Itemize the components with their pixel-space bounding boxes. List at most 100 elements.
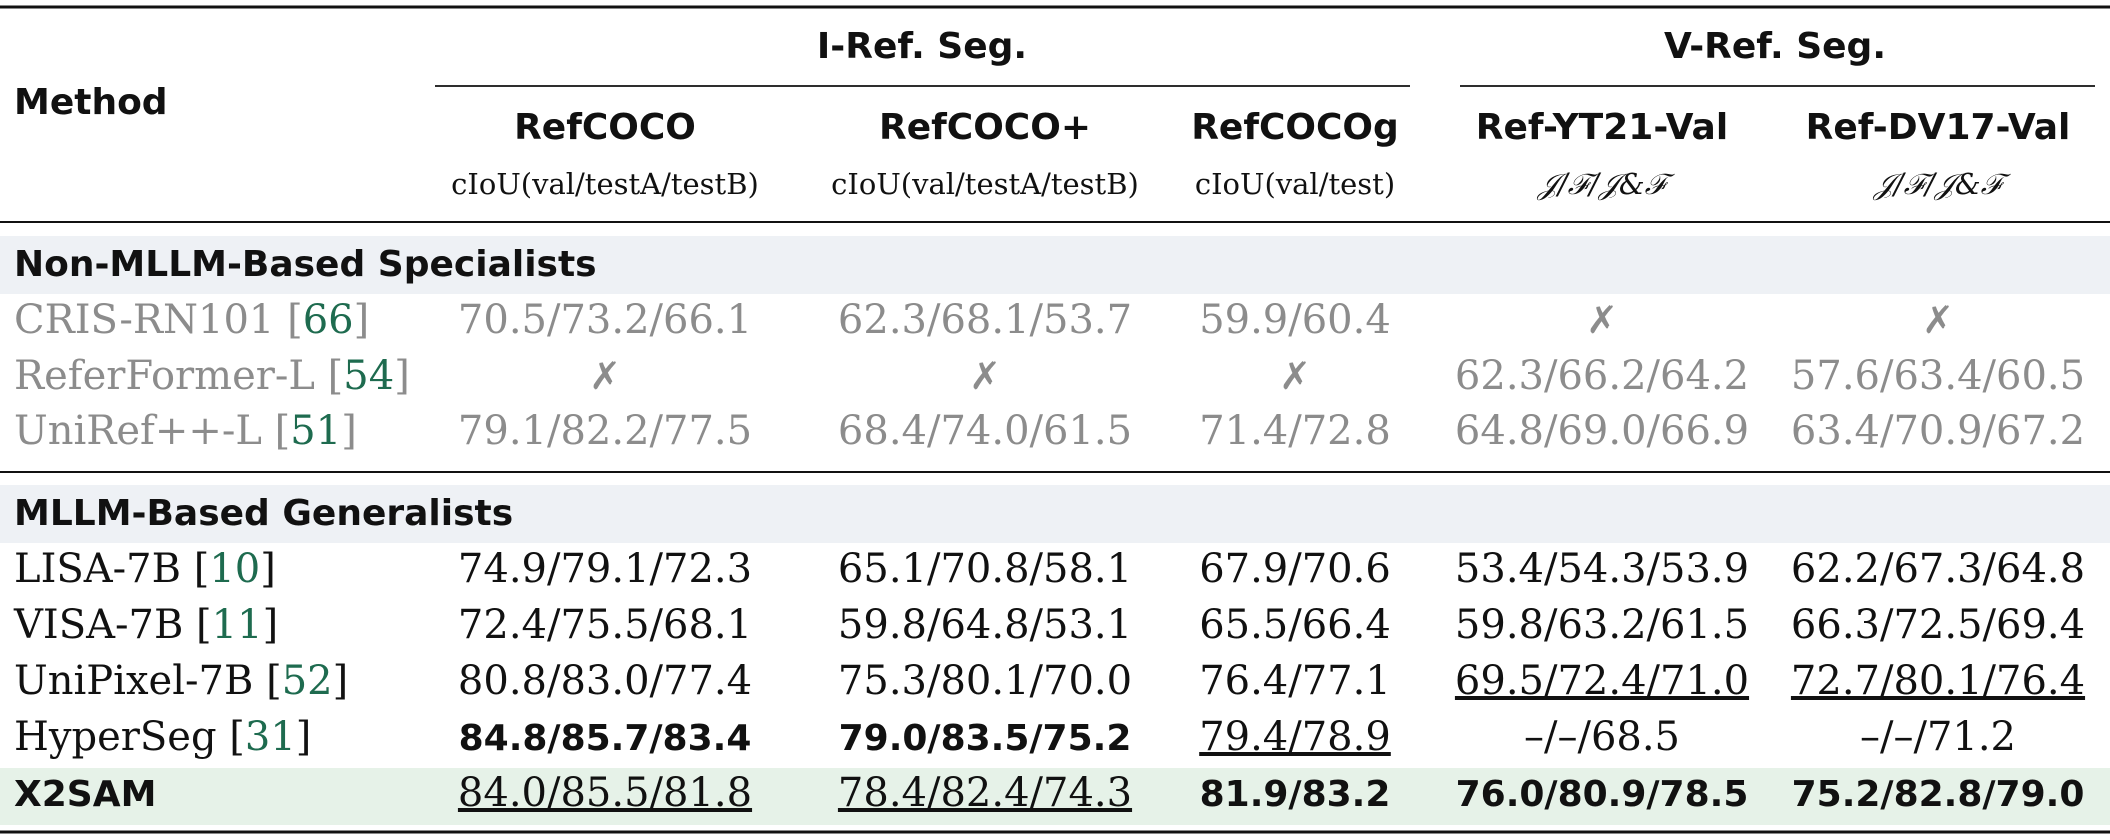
citation-bracket: [ xyxy=(274,297,302,343)
method-name: UniPixel-7B [52] xyxy=(14,658,348,704)
score-cell: 65.1/70.8/58.1 xyxy=(838,546,1132,592)
score-cell: 79.4/78.9 xyxy=(1199,714,1391,760)
header-group-iref: I-Ref. Seg. xyxy=(817,26,1027,67)
score-cell: 59.9/60.4 xyxy=(1199,297,1391,343)
citation-bracket: ] xyxy=(263,602,279,648)
unavailable-mark: ✗ xyxy=(969,354,1001,398)
score-cell: 76.4/77.1 xyxy=(1199,658,1391,704)
method-name: ReferFormer-L [54] xyxy=(14,353,410,399)
citation-bracket: [ xyxy=(183,602,211,648)
score-cell: 79.1/82.2/77.5 xyxy=(458,408,752,454)
score-cell: 68.4/74.0/61.5 xyxy=(838,408,1132,454)
score-cell: 75.3/80.1/70.0 xyxy=(838,658,1132,704)
score-cell: 59.8/63.2/61.5 xyxy=(1455,602,1749,648)
score-cell: 70.5/73.2/66.1 xyxy=(458,297,752,343)
header-group-vref: V-Ref. Seg. xyxy=(1664,26,1886,67)
table-body: Non-MLLM-Based Specialists CRIS-RN101 [66… xyxy=(13,244,2085,816)
score-cell: 62.2/67.3/64.8 xyxy=(1791,546,2085,592)
citation-link[interactable]: 66 xyxy=(303,297,354,343)
score-cell: 57.6/63.4/60.5 xyxy=(1791,353,2085,399)
score-cell: 76.0/80.9/78.5 xyxy=(1456,774,1749,815)
method-label: LISA-7B xyxy=(14,546,181,592)
metric-header: cIoU(val/testA/testB) xyxy=(451,167,759,201)
method-name: HyperSeg [31] xyxy=(14,714,311,760)
metric-header: 𝒥/ℱ/𝒥&ℱ xyxy=(1536,167,1676,201)
method-name: UniRef++-L [51] xyxy=(14,408,357,454)
citation-bracket: ] xyxy=(354,297,370,343)
score-cell: 75.2/82.8/79.0 xyxy=(1792,774,2085,815)
citation-bracket: [ xyxy=(253,658,281,704)
dataset-header: Ref-YT21-Val xyxy=(1476,107,1728,148)
method-label: X2SAM xyxy=(14,774,156,815)
unavailable-mark: ✗ xyxy=(1586,298,1618,342)
highlight-row-band xyxy=(0,768,2110,825)
metric-header: cIoU(val/testA/testB) xyxy=(831,167,1139,201)
citation-bracket: ] xyxy=(260,546,276,592)
score-cell: 78.4/82.4/74.3 xyxy=(838,770,1132,816)
citation-link[interactable]: 31 xyxy=(245,714,296,760)
score-cell: 79.0/83.5/75.2 xyxy=(839,718,1132,759)
score-cell: 74.9/79.1/72.3 xyxy=(458,546,752,592)
score-cell: 59.8/64.8/53.1 xyxy=(838,602,1132,648)
dataset-header: Ref-DV17-Val xyxy=(1806,107,2071,148)
dataset-header: RefCOCOg xyxy=(1191,107,1399,148)
section-title: MLLM-Based Generalists xyxy=(14,493,513,534)
section-title: Non-MLLM-Based Specialists xyxy=(14,244,597,285)
score-cell: 62.3/68.1/53.7 xyxy=(838,297,1132,343)
method-name: LISA-7B [10] xyxy=(14,546,276,592)
score-cell: 84.8/85.7/83.4 xyxy=(459,718,752,759)
citation-bracket: [ xyxy=(217,714,245,760)
citation-link[interactable]: 11 xyxy=(212,602,263,648)
citation-bracket: [ xyxy=(181,546,209,592)
citation-bracket: ] xyxy=(341,408,357,454)
citation-bracket: [ xyxy=(262,408,290,454)
score-cell: 71.4/72.8 xyxy=(1199,408,1391,454)
header-method: Method xyxy=(14,82,168,123)
score-cell: 80.8/83.0/77.4 xyxy=(458,658,752,704)
score-cell: 63.4/70.9/67.2 xyxy=(1791,408,2085,454)
dataset-header: RefCOCO xyxy=(514,107,696,148)
dataset-header: RefCOCO+ xyxy=(879,107,1091,148)
method-label: UniPixel-7B xyxy=(14,658,253,704)
unavailable-mark: ✗ xyxy=(1922,298,1954,342)
method-label: HyperSeg xyxy=(14,714,217,760)
citation-link[interactable]: 51 xyxy=(290,408,341,454)
method-label: UniRef++-L xyxy=(14,408,262,454)
citation-link[interactable]: 52 xyxy=(282,658,333,704)
score-cell: 64.8/69.0/66.9 xyxy=(1455,408,1749,454)
score-cell: 72.4/75.5/68.1 xyxy=(458,602,752,648)
citation-bracket: ] xyxy=(394,353,410,399)
score-cell: 69.5/72.4/71.0 xyxy=(1455,658,1749,704)
metric-headers: cIoU(val/testA/testB) cIoU(val/testA/test… xyxy=(451,167,2012,201)
section-band-generalists xyxy=(0,485,2110,543)
score-cell: 81.9/83.2 xyxy=(1200,774,1391,815)
score-cell: 53.4/54.3/53.9 xyxy=(1455,546,1749,592)
metric-header: cIoU(val/test) xyxy=(1195,167,1395,201)
method-name: VISA-7B [11] xyxy=(13,602,278,648)
score-cell: 84.0/85.5/81.8 xyxy=(458,770,752,816)
unavailable-mark: ✗ xyxy=(589,354,621,398)
citation-link[interactable]: 54 xyxy=(343,353,394,399)
section-band-specialists xyxy=(0,236,2110,294)
citation-bracket: ] xyxy=(333,658,349,704)
unavailable-mark: ✗ xyxy=(1279,354,1311,398)
score-cell: 62.3/66.2/64.2 xyxy=(1455,353,1749,399)
citation-bracket: [ xyxy=(315,353,343,399)
method-name: CRIS-RN101 [66] xyxy=(14,297,369,343)
dataset-headers: RefCOCO RefCOCO+ RefCOCOg Ref-YT21-Val Ref-D… xyxy=(514,107,2070,148)
score-cell: –/–/68.5 xyxy=(1524,714,1680,760)
score-cell: –/–/71.2 xyxy=(1860,714,2016,760)
score-cell: 66.3/72.5/69.4 xyxy=(1791,602,2085,648)
method-label: CRIS-RN101 xyxy=(14,297,274,343)
method-label: ReferFormer-L xyxy=(14,353,315,399)
method-name: X2SAM xyxy=(14,774,156,815)
method-label: VISA-7B xyxy=(13,602,183,648)
score-cell: 67.9/70.6 xyxy=(1199,546,1391,592)
metric-header: 𝒥/ℱ/𝒥&ℱ xyxy=(1872,167,2012,201)
citation-link[interactable]: 10 xyxy=(209,546,260,592)
citation-bracket: ] xyxy=(296,714,312,760)
score-cell: 72.7/80.1/76.4 xyxy=(1791,658,2085,704)
score-cell: 65.5/66.4 xyxy=(1199,602,1391,648)
